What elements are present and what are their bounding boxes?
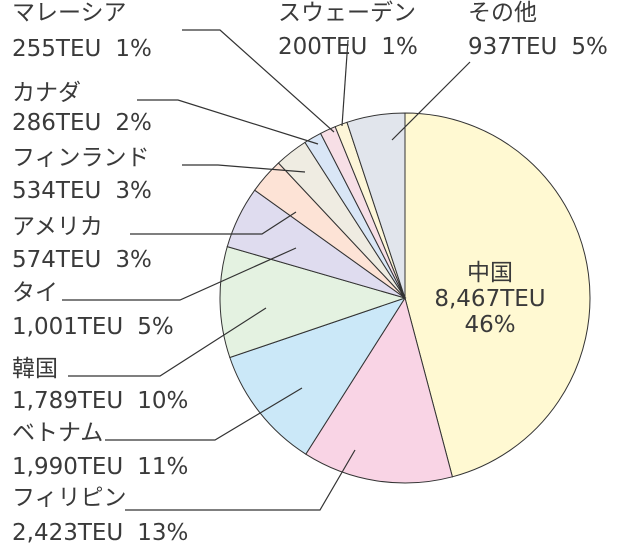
pie-slice — [219, 245, 407, 359]
value-line: 200TEU 1% — [278, 34, 418, 60]
leader-line — [341, 39, 349, 127]
value-line: 1,001TEU 5% — [12, 314, 174, 340]
percent-label: 3% — [115, 178, 152, 204]
slice-label: タイ — [12, 280, 58, 306]
percent-label: 13% — [137, 520, 188, 546]
percent-label: 1% — [381, 34, 418, 60]
value-line: 1,789TEU 10% — [12, 388, 188, 414]
value-line: 574TEU 3% — [12, 247, 152, 273]
slice-label: 中国 — [467, 260, 513, 286]
percent-label: 1% — [115, 36, 152, 62]
value-label: 937TEU — [468, 34, 557, 60]
slice-label: 韓国 — [12, 356, 58, 382]
value-line: 937TEU 5% — [468, 34, 608, 60]
value-label: 1,789TEU — [12, 388, 123, 414]
leader-line — [125, 449, 356, 511]
value-label: 200TEU — [278, 34, 367, 60]
leader-line — [130, 211, 297, 235]
percent-label: 5% — [571, 34, 608, 60]
pie-slice — [346, 112, 406, 299]
value-line: 286TEU 2% — [12, 110, 152, 136]
pie-slice — [229, 297, 407, 455]
value-label: 1,990TEU — [12, 454, 123, 480]
slice-label: マレーシア — [12, 0, 127, 26]
value-line: 2,423TEU 13% — [12, 520, 188, 546]
percent-label: 3% — [115, 247, 152, 273]
leader-line — [105, 387, 303, 441]
percent-label: 2% — [115, 110, 152, 136]
percent-label: 5% — [137, 314, 174, 340]
leader-line — [68, 307, 267, 377]
slice-label: フィリピン — [12, 485, 127, 511]
value-label: 1,001TEU — [12, 314, 123, 340]
leader-line — [182, 29, 335, 133]
slice-label: その他 — [468, 0, 537, 26]
leader-line — [62, 247, 297, 301]
percent-label: 11% — [137, 454, 188, 480]
percent-label: 10% — [137, 388, 188, 414]
leader-line — [391, 61, 471, 141]
value-label: 286TEU — [12, 110, 101, 136]
leader-line — [137, 99, 319, 145]
value-label: 8,467TEU — [434, 286, 545, 312]
leader-line — [182, 164, 306, 173]
slice-label: ベトナム — [12, 420, 103, 446]
value-line: 534TEU 3% — [12, 178, 152, 204]
percent-label: 46% — [464, 312, 515, 338]
value-label: 574TEU — [12, 247, 101, 273]
slice-label: アメリカ — [12, 214, 103, 240]
value-label: 255TEU — [12, 36, 101, 62]
value-label: 2,423TEU — [12, 520, 123, 546]
slice-label: カナダ — [12, 80, 81, 106]
value-label: 534TEU — [12, 178, 101, 204]
value-line: 255TEU 1% — [12, 36, 152, 62]
value-line: 1,990TEU 11% — [12, 454, 188, 480]
pie-slice — [305, 296, 454, 484]
slice-label: スウェーデン — [278, 0, 416, 26]
slice-label: フィンランド — [12, 145, 150, 171]
pie-slice — [404, 112, 591, 478]
